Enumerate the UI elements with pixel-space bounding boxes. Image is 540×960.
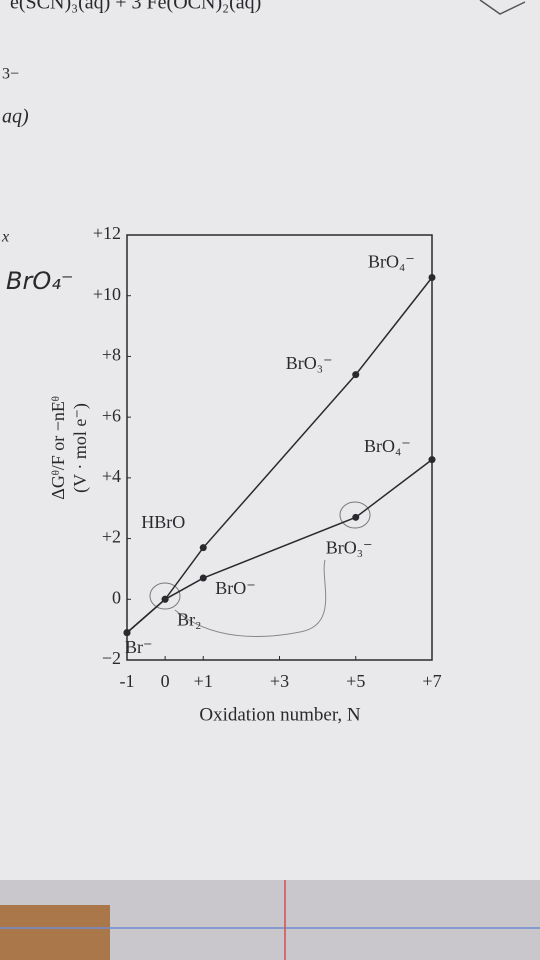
y-tick-label: +2 bbox=[102, 527, 121, 547]
y-tick-label: 0 bbox=[112, 587, 121, 607]
data-point bbox=[199, 574, 207, 582]
point-label: BrO₃⁻ bbox=[326, 537, 373, 557]
floor bbox=[0, 905, 110, 960]
point-label: BrO₄⁻ bbox=[368, 252, 415, 272]
y-tick-label: +8 bbox=[102, 345, 121, 365]
x-tick-label: +3 bbox=[270, 671, 289, 691]
data-point bbox=[161, 595, 169, 603]
point-label: Br⁻ bbox=[125, 637, 153, 657]
x-axis-label: Oxidation number, N bbox=[199, 704, 361, 725]
point-label: BrO₃⁻ bbox=[286, 353, 333, 373]
y-tick-label: +10 bbox=[93, 284, 121, 304]
data-point bbox=[123, 629, 131, 637]
data-point bbox=[428, 274, 436, 281]
y-tick-label: +12 bbox=[93, 223, 121, 243]
point-label: HBrO bbox=[141, 512, 185, 532]
point-label: BrO⁻ bbox=[215, 578, 256, 598]
y-axis-label-line: ΔGᶿ/F or −nEᶿ bbox=[48, 396, 68, 500]
margin-text: 3− bbox=[2, 66, 19, 83]
pencil-stroke bbox=[174, 559, 327, 638]
x-tick-label: +7 bbox=[422, 671, 441, 691]
point-label: BrO₄⁻ bbox=[364, 436, 411, 456]
data-point bbox=[352, 513, 360, 521]
pencil-circle bbox=[149, 582, 181, 610]
y-tick-label: −2 bbox=[102, 648, 121, 668]
data-point bbox=[352, 371, 360, 379]
pencil-circle bbox=[339, 501, 371, 529]
y-axis-label: ΔGᶿ/F or −nEᶿ (V · mol e⁻) bbox=[48, 396, 91, 500]
handwriting: BrO₄⁻ bbox=[6, 267, 74, 295]
x-tick-label: 0 bbox=[161, 671, 170, 691]
margin-text: aq) bbox=[2, 106, 29, 128]
margin-text: e(SCN)₃(aq) + 3 Fe(OCN)₂(aq) bbox=[10, 0, 261, 14]
x-tick-label: +5 bbox=[346, 671, 365, 691]
x-tick-label: +1 bbox=[194, 671, 213, 691]
x-tick-label: -1 bbox=[120, 671, 135, 691]
data-point bbox=[199, 544, 207, 552]
y-axis-label-line: (V · mol e⁻) bbox=[70, 403, 91, 493]
point-label: Br₂ bbox=[177, 609, 201, 629]
y-tick-label: +4 bbox=[102, 466, 121, 486]
margin-text: x bbox=[1, 229, 9, 246]
paper bbox=[0, 0, 540, 880]
scribble bbox=[479, 0, 526, 15]
y-tick-label: +6 bbox=[102, 405, 121, 425]
data-point bbox=[428, 456, 436, 464]
